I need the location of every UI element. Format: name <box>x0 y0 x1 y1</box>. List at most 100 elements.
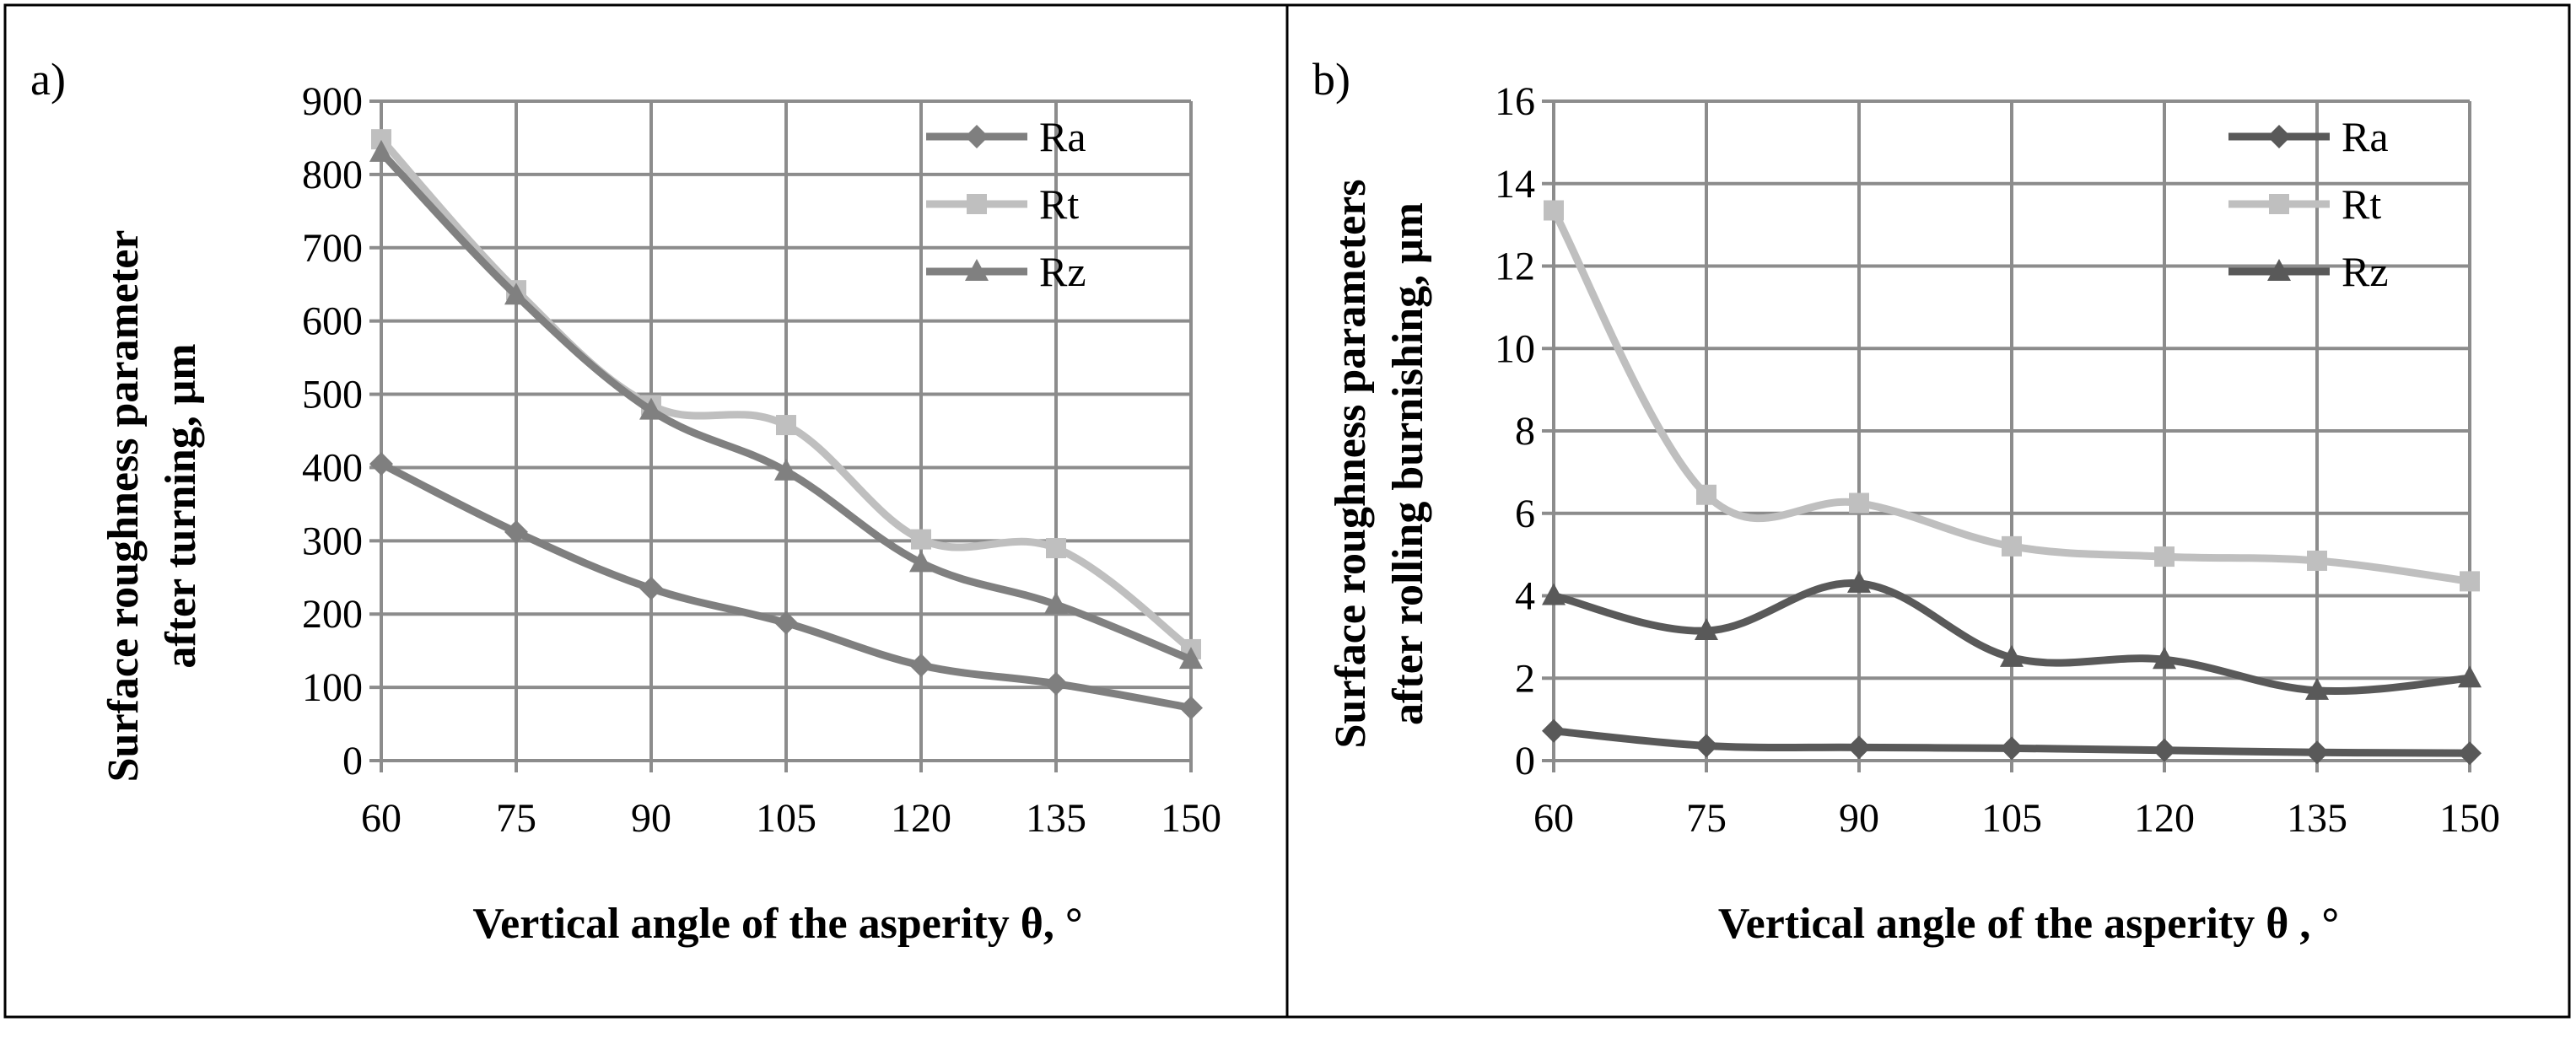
data-point-rz <box>909 550 933 573</box>
y-tick-label: 500 <box>302 373 363 417</box>
y-tick-label: 100 <box>302 665 363 710</box>
data-point-ra <box>2458 741 2482 766</box>
data-point-rz <box>1044 591 1068 614</box>
legend-marker-ra <box>965 125 989 148</box>
data-point-rz <box>639 397 663 420</box>
y-tick-label: 16 <box>1495 79 1535 124</box>
data-point-ra <box>2000 736 2024 761</box>
y-tick-label: 0 <box>342 739 363 783</box>
data-point-ra <box>639 576 663 600</box>
legend-label-ra: Ra <box>1039 113 1086 160</box>
x-tick-label: 90 <box>1839 796 1879 841</box>
data-point-ra <box>909 654 933 678</box>
y-tick-label: 6 <box>1515 492 1535 536</box>
data-point-rz <box>2000 644 2024 667</box>
y-tick-label: 400 <box>302 445 363 490</box>
data-point-rt <box>911 529 931 550</box>
data-point-rz <box>774 458 798 481</box>
y-tick-label: 300 <box>302 519 363 563</box>
y-tick-label: 14 <box>1495 162 1535 207</box>
data-point-rt <box>1696 484 1716 505</box>
legend-label-rz: Rz <box>2342 248 2389 295</box>
data-point-rt <box>1046 538 1066 559</box>
data-point-ra <box>1179 696 1203 720</box>
legend-marker-rz <box>2267 259 2291 281</box>
panel-a: a) 0 100 200 300 400 500 600 700 800 900 60 75 90 10… <box>30 54 1221 948</box>
data-point-rz <box>2458 665 2482 688</box>
data-point-rt <box>2002 535 2022 557</box>
data-point-ra <box>1847 735 1871 760</box>
panel-b-x-label: Vertical angle of the asperity θ , ° <box>1718 900 2339 948</box>
panel-a-grid <box>369 100 1193 772</box>
panel-a-label: a) <box>30 54 66 105</box>
x-tick-label: 105 <box>756 796 816 841</box>
y-tick-label: 8 <box>1515 409 1535 454</box>
panel-b-legend: Ra Rt Rz <box>2228 113 2389 295</box>
data-point-rz <box>1847 570 1871 593</box>
legend-marker-ra <box>2267 125 2291 148</box>
x-tick-label: 135 <box>2287 796 2347 841</box>
y-tick-label: 12 <box>1495 245 1535 289</box>
data-point-ra <box>1044 671 1068 696</box>
data-point-ra <box>1542 718 1566 743</box>
panel-a-series <box>369 129 1203 720</box>
y-tick-label: 2 <box>1515 656 1535 701</box>
legend-marker-rt <box>2269 194 2289 214</box>
panel-b: b) 0 2 4 6 8 10 12 14 16 60 75 90 105 120 135 150 Ra Rt… <box>1312 54 2500 948</box>
panel-a-x-label: Vertical angle of the asperity θ, ° <box>472 900 1082 948</box>
data-point-ra <box>2305 740 2329 765</box>
panel-b-label: b) <box>1312 54 1350 105</box>
data-point-ra <box>369 452 393 476</box>
panel-a-legend: Ra Rt Rz <box>926 113 1086 295</box>
panel-a-y-ticks: 0 100 200 300 400 500 600 700 800 900 <box>302 79 363 783</box>
data-point-ra <box>2153 738 2176 762</box>
x-tick-label: 120 <box>2134 796 2195 841</box>
x-tick-label: 150 <box>2439 796 2500 841</box>
data-point-rt <box>2307 550 2327 571</box>
data-point-rz <box>1179 647 1203 670</box>
data-point-ra <box>1695 734 1718 758</box>
x-tick-label: 120 <box>891 796 951 841</box>
data-point-rz <box>1542 583 1566 605</box>
data-point-ra <box>774 611 798 635</box>
y-tick-label: 600 <box>302 299 363 344</box>
panel-b-series <box>1542 200 2482 766</box>
legend-marker-rt <box>967 194 987 214</box>
panel-a-y-label-line2: after turning, μm <box>157 343 205 668</box>
data-point-rt <box>2154 546 2175 568</box>
panel-b-y-label-line2: after rolling burnishing, μm <box>1384 202 1432 725</box>
data-point-rz <box>2305 677 2329 700</box>
y-tick-label: 0 <box>1515 739 1535 783</box>
legend-label-ra: Ra <box>2342 113 2389 160</box>
y-tick-label: 4 <box>1515 574 1535 619</box>
data-point-rz <box>504 282 528 305</box>
data-point-rt <box>1544 200 1564 221</box>
x-tick-label: 105 <box>1981 796 2042 841</box>
y-tick-label: 700 <box>302 226 363 271</box>
x-tick-label: 135 <box>1026 796 1086 841</box>
x-tick-label: 75 <box>1686 796 1727 841</box>
x-tick-label: 90 <box>631 796 671 841</box>
x-tick-label: 60 <box>361 796 401 841</box>
panel-a-x-ticks: 60 75 90 105 120 135 150 <box>361 796 1221 841</box>
y-tick-label: 900 <box>302 79 363 124</box>
legend-label-rt: Rt <box>1039 180 1079 228</box>
x-tick-label: 75 <box>496 796 536 841</box>
data-point-rz <box>2153 647 2176 670</box>
legend-label-rz: Rz <box>1039 248 1086 295</box>
data-point-rt <box>1849 492 1869 514</box>
panel-b-y-label-line1: Surface roughness parameters <box>1327 180 1375 749</box>
data-point-rt <box>776 415 796 436</box>
data-point-rz <box>369 139 393 162</box>
panel-a-y-label-line1: Surface roughness parameter <box>100 230 148 783</box>
y-tick-label: 800 <box>302 153 363 197</box>
data-point-ra <box>504 519 528 544</box>
x-tick-label: 150 <box>1161 796 1221 841</box>
y-tick-label: 200 <box>302 592 363 637</box>
y-tick-label: 10 <box>1495 326 1535 371</box>
panel-b-border <box>1285 3 2571 1019</box>
panel-b-x-ticks: 60 75 90 105 120 135 150 <box>1533 796 2500 841</box>
legend-label-rt: Rt <box>2342 180 2381 228</box>
data-point-rt <box>2460 571 2480 592</box>
